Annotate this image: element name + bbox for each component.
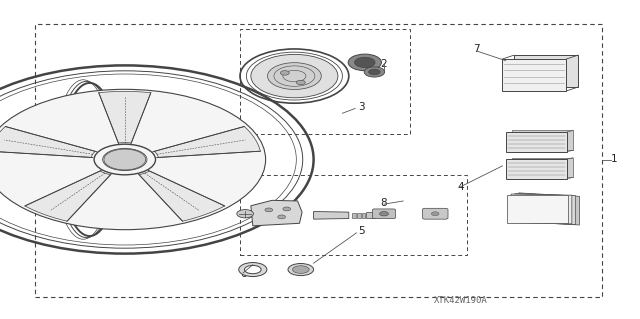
Polygon shape [0, 127, 95, 158]
Circle shape [251, 54, 338, 98]
Polygon shape [515, 193, 576, 225]
Polygon shape [511, 194, 572, 224]
Bar [35, 24, 602, 297]
Polygon shape [506, 159, 567, 179]
Polygon shape [512, 158, 573, 177]
Polygon shape [139, 171, 225, 221]
Circle shape [296, 80, 305, 85]
Polygon shape [251, 200, 302, 226]
Bar [240, 175, 467, 255]
Circle shape [278, 215, 285, 219]
Circle shape [283, 207, 291, 211]
Text: 3: 3 [358, 102, 365, 112]
Circle shape [268, 63, 321, 90]
Circle shape [239, 263, 267, 277]
Polygon shape [507, 195, 568, 223]
Text: 1: 1 [611, 154, 618, 165]
Text: XTK42W190A: XTK42W190A [434, 296, 488, 305]
Circle shape [355, 57, 375, 68]
Text: 8: 8 [381, 197, 387, 208]
Circle shape [104, 149, 146, 170]
FancyBboxPatch shape [372, 209, 396, 219]
Circle shape [244, 265, 261, 274]
Polygon shape [514, 55, 578, 87]
Polygon shape [314, 211, 349, 219]
Circle shape [364, 67, 385, 77]
Bar [240, 29, 410, 134]
Polygon shape [512, 130, 573, 150]
Bar [357, 213, 361, 218]
Circle shape [369, 69, 380, 75]
Circle shape [0, 89, 266, 230]
Circle shape [265, 208, 273, 212]
Circle shape [380, 211, 388, 216]
Polygon shape [154, 127, 260, 158]
Bar [366, 212, 375, 218]
FancyBboxPatch shape [422, 208, 448, 219]
Circle shape [237, 210, 253, 218]
Polygon shape [25, 171, 111, 221]
Text: 2: 2 [381, 59, 387, 69]
Ellipse shape [292, 266, 309, 273]
Polygon shape [519, 193, 580, 225]
Circle shape [280, 71, 289, 75]
Polygon shape [506, 132, 567, 152]
Ellipse shape [288, 263, 314, 276]
Polygon shape [502, 59, 566, 91]
Bar [352, 213, 356, 218]
Text: 7: 7 [474, 44, 480, 55]
Text: 5: 5 [358, 226, 365, 236]
Circle shape [431, 212, 439, 216]
Polygon shape [99, 92, 151, 143]
Bar [362, 213, 365, 218]
Text: 6: 6 [240, 269, 246, 279]
Text: 4: 4 [458, 182, 464, 192]
Circle shape [348, 54, 381, 71]
